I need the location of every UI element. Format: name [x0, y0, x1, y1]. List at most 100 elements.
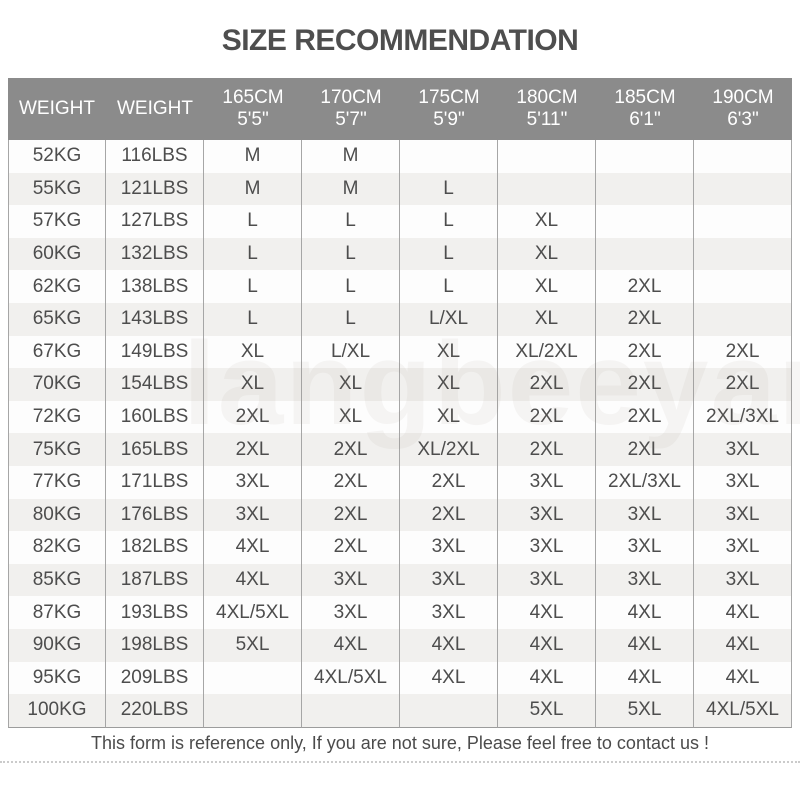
weight-lbs-cell: 127LBS	[106, 205, 204, 238]
weight-lbs-cell: 138LBS	[106, 270, 204, 303]
weight-lbs-cell: 143LBS	[106, 302, 204, 336]
size-cell: 4XL	[400, 628, 498, 662]
size-cell: M	[302, 172, 400, 206]
weight-kg-cell: 87KG	[8, 596, 106, 629]
weight-kg-cell: 67KG	[8, 335, 106, 369]
table-row: 62KG 138LBS L L L XL 2XL	[8, 270, 792, 303]
size-cell: 2XL	[596, 302, 694, 336]
size-cell: M	[302, 140, 400, 173]
size-cell: 3XL	[498, 465, 596, 499]
size-cell	[694, 270, 792, 303]
table-row: 75KG 165LBS 2XL 2XL XL/2XL 2XL 2XL 3XL	[8, 433, 792, 466]
size-cell	[596, 140, 694, 173]
size-cell: 4XL	[498, 661, 596, 695]
size-cell: L	[204, 205, 302, 238]
size-cell: 2XL	[400, 498, 498, 532]
size-cell: XL	[400, 400, 498, 434]
column-header-height: 165CM 5'5"	[204, 78, 302, 140]
weight-kg-cell: 70KG	[8, 368, 106, 401]
column-header-weight: WEIGHT	[8, 78, 106, 140]
size-cell: L	[400, 205, 498, 238]
size-cell: 3XL	[302, 596, 400, 629]
size-cell: XL	[400, 368, 498, 401]
size-cell	[694, 302, 792, 336]
size-cell: XL	[498, 302, 596, 336]
size-cell: 4XL	[498, 628, 596, 662]
column-label: WEIGHT	[117, 98, 193, 119]
size-cell: L	[204, 237, 302, 271]
size-cell: 4XL	[694, 596, 792, 629]
size-cell: 3XL	[400, 563, 498, 597]
size-cell: L/XL	[400, 302, 498, 336]
size-cell	[204, 661, 302, 695]
table-row: 57KG 127LBS L L L XL	[8, 205, 792, 238]
size-cell: 3XL	[498, 531, 596, 564]
column-label: 180CM	[516, 87, 578, 108]
size-cell: 2XL	[302, 465, 400, 499]
table-row: 65KG 143LBS L L L/XL XL 2XL	[8, 302, 792, 336]
column-label: 185CM	[614, 87, 676, 108]
weight-kg-cell: 95KG	[8, 661, 106, 695]
weight-lbs-cell: 121LBS	[106, 172, 204, 206]
size-cell: 4XL	[694, 661, 792, 695]
size-cell: 2XL	[694, 335, 792, 369]
column-label: 175CM	[418, 87, 480, 108]
table-row: 80KG 176LBS 3XL 2XL 2XL 3XL 3XL 3XL	[8, 498, 792, 532]
size-cell: 2XL	[302, 498, 400, 532]
size-cell: 2XL	[596, 270, 694, 303]
column-sublabel: 5'9"	[433, 109, 465, 130]
size-cell: 2XL/3XL	[694, 400, 792, 434]
size-cell: 2XL	[302, 531, 400, 564]
size-cell	[694, 237, 792, 271]
size-cell: 3XL	[302, 563, 400, 597]
size-cell: 3XL	[694, 465, 792, 499]
weight-lbs-cell: 116LBS	[106, 140, 204, 173]
size-cell: 3XL	[596, 531, 694, 564]
size-cell: 3XL	[400, 531, 498, 564]
weight-kg-cell: 62KG	[8, 270, 106, 303]
weight-lbs-cell: 187LBS	[106, 563, 204, 597]
size-cell	[204, 694, 302, 728]
size-cell	[596, 237, 694, 271]
size-cell	[498, 172, 596, 206]
size-cell: 4XL	[694, 628, 792, 662]
weight-lbs-cell: 182LBS	[106, 531, 204, 564]
size-cell	[400, 140, 498, 173]
size-cell: XL	[498, 237, 596, 271]
column-label: 190CM	[712, 87, 774, 108]
weight-kg-cell: 100KG	[8, 694, 106, 728]
size-cell: 4XL/5XL	[694, 694, 792, 728]
size-cell: 3XL	[694, 498, 792, 532]
size-cell: L	[302, 302, 400, 336]
weight-kg-cell: 52KG	[8, 140, 106, 173]
weight-lbs-cell: 171LBS	[106, 465, 204, 499]
weight-lbs-cell: 198LBS	[106, 628, 204, 662]
size-cell: L	[204, 270, 302, 303]
size-cell: XL	[302, 400, 400, 434]
size-cell: 3XL	[498, 498, 596, 532]
size-cell: 3XL	[498, 563, 596, 597]
table-row: 95KG 209LBS 4XL/5XL 4XL 4XL 4XL 4XL	[8, 661, 792, 695]
weight-kg-cell: 72KG	[8, 400, 106, 434]
size-cell: 4XL	[302, 628, 400, 662]
size-cell	[596, 205, 694, 238]
size-cell: L/XL	[302, 335, 400, 369]
size-cell: M	[204, 140, 302, 173]
size-cell: XL	[302, 368, 400, 401]
size-cell	[694, 205, 792, 238]
table-row: 60KG 132LBS L L L XL	[8, 237, 792, 271]
size-cell: 4XL/5XL	[204, 596, 302, 629]
size-cell: L	[302, 237, 400, 271]
column-sublabel: 5'5"	[237, 109, 269, 130]
column-sublabel: 5'7"	[335, 109, 367, 130]
column-label: 170CM	[320, 87, 382, 108]
size-table: WEIGHT WEIGHT 165CM 5'5" 170CM 5'7" 175CM 5'9" 1…	[8, 78, 800, 728]
size-cell: 2XL	[204, 400, 302, 434]
size-cell: L	[400, 237, 498, 271]
size-cell: 2XL	[400, 465, 498, 499]
size-cell	[400, 694, 498, 728]
size-cell: 4XL	[596, 661, 694, 695]
table-row: 72KG 160LBS 2XL XL XL 2XL 2XL 2XL/3XL	[8, 400, 792, 434]
size-cell: 5XL	[596, 694, 694, 728]
size-recommendation-table: WEIGHT WEIGHT 165CM 5'5" 170CM 5'7" 175CM 5'9" 1…	[8, 78, 792, 728]
